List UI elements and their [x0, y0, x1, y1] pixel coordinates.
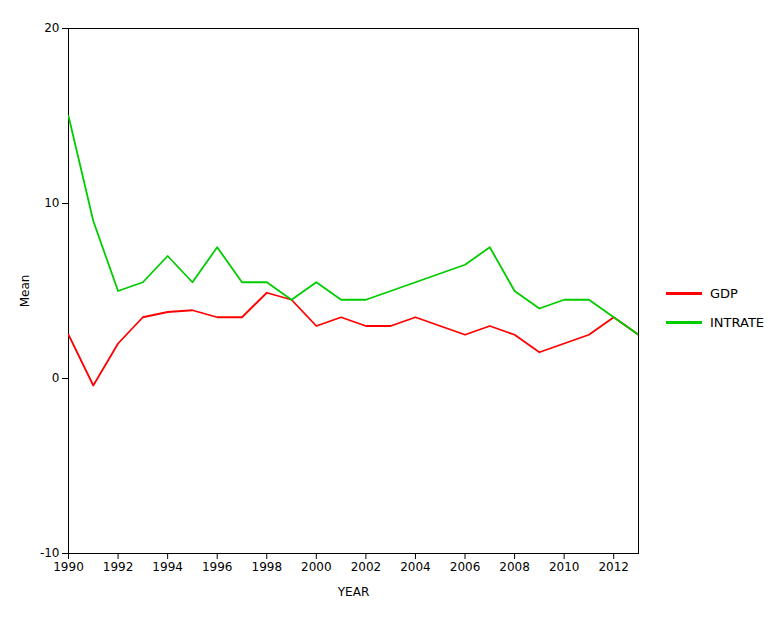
svg-text:1992: 1992	[103, 560, 134, 574]
svg-text:2006: 2006	[450, 560, 481, 574]
svg-text:2012: 2012	[598, 560, 629, 574]
svg-text:2000: 2000	[301, 560, 332, 574]
svg-text:Mean: Mean	[18, 275, 32, 308]
svg-text:0: 0	[52, 371, 60, 385]
svg-text:1996: 1996	[202, 560, 233, 574]
svg-text:10: 10	[44, 196, 59, 210]
svg-text:1998: 1998	[251, 560, 282, 574]
svg-text:2002: 2002	[351, 560, 382, 574]
svg-text:20: 20	[44, 21, 59, 35]
svg-text:-10: -10	[40, 546, 60, 560]
svg-text:2004: 2004	[400, 560, 431, 574]
svg-text:1994: 1994	[152, 560, 183, 574]
svg-text:2010: 2010	[549, 560, 580, 574]
svg-text:2008: 2008	[499, 560, 530, 574]
html-text:GDP: GDP	[710, 286, 738, 301]
svg-text:1990: 1990	[53, 560, 84, 574]
html-text:INTRATE: INTRATE	[710, 315, 764, 330]
svg-text:YEAR: YEAR	[337, 585, 369, 599]
